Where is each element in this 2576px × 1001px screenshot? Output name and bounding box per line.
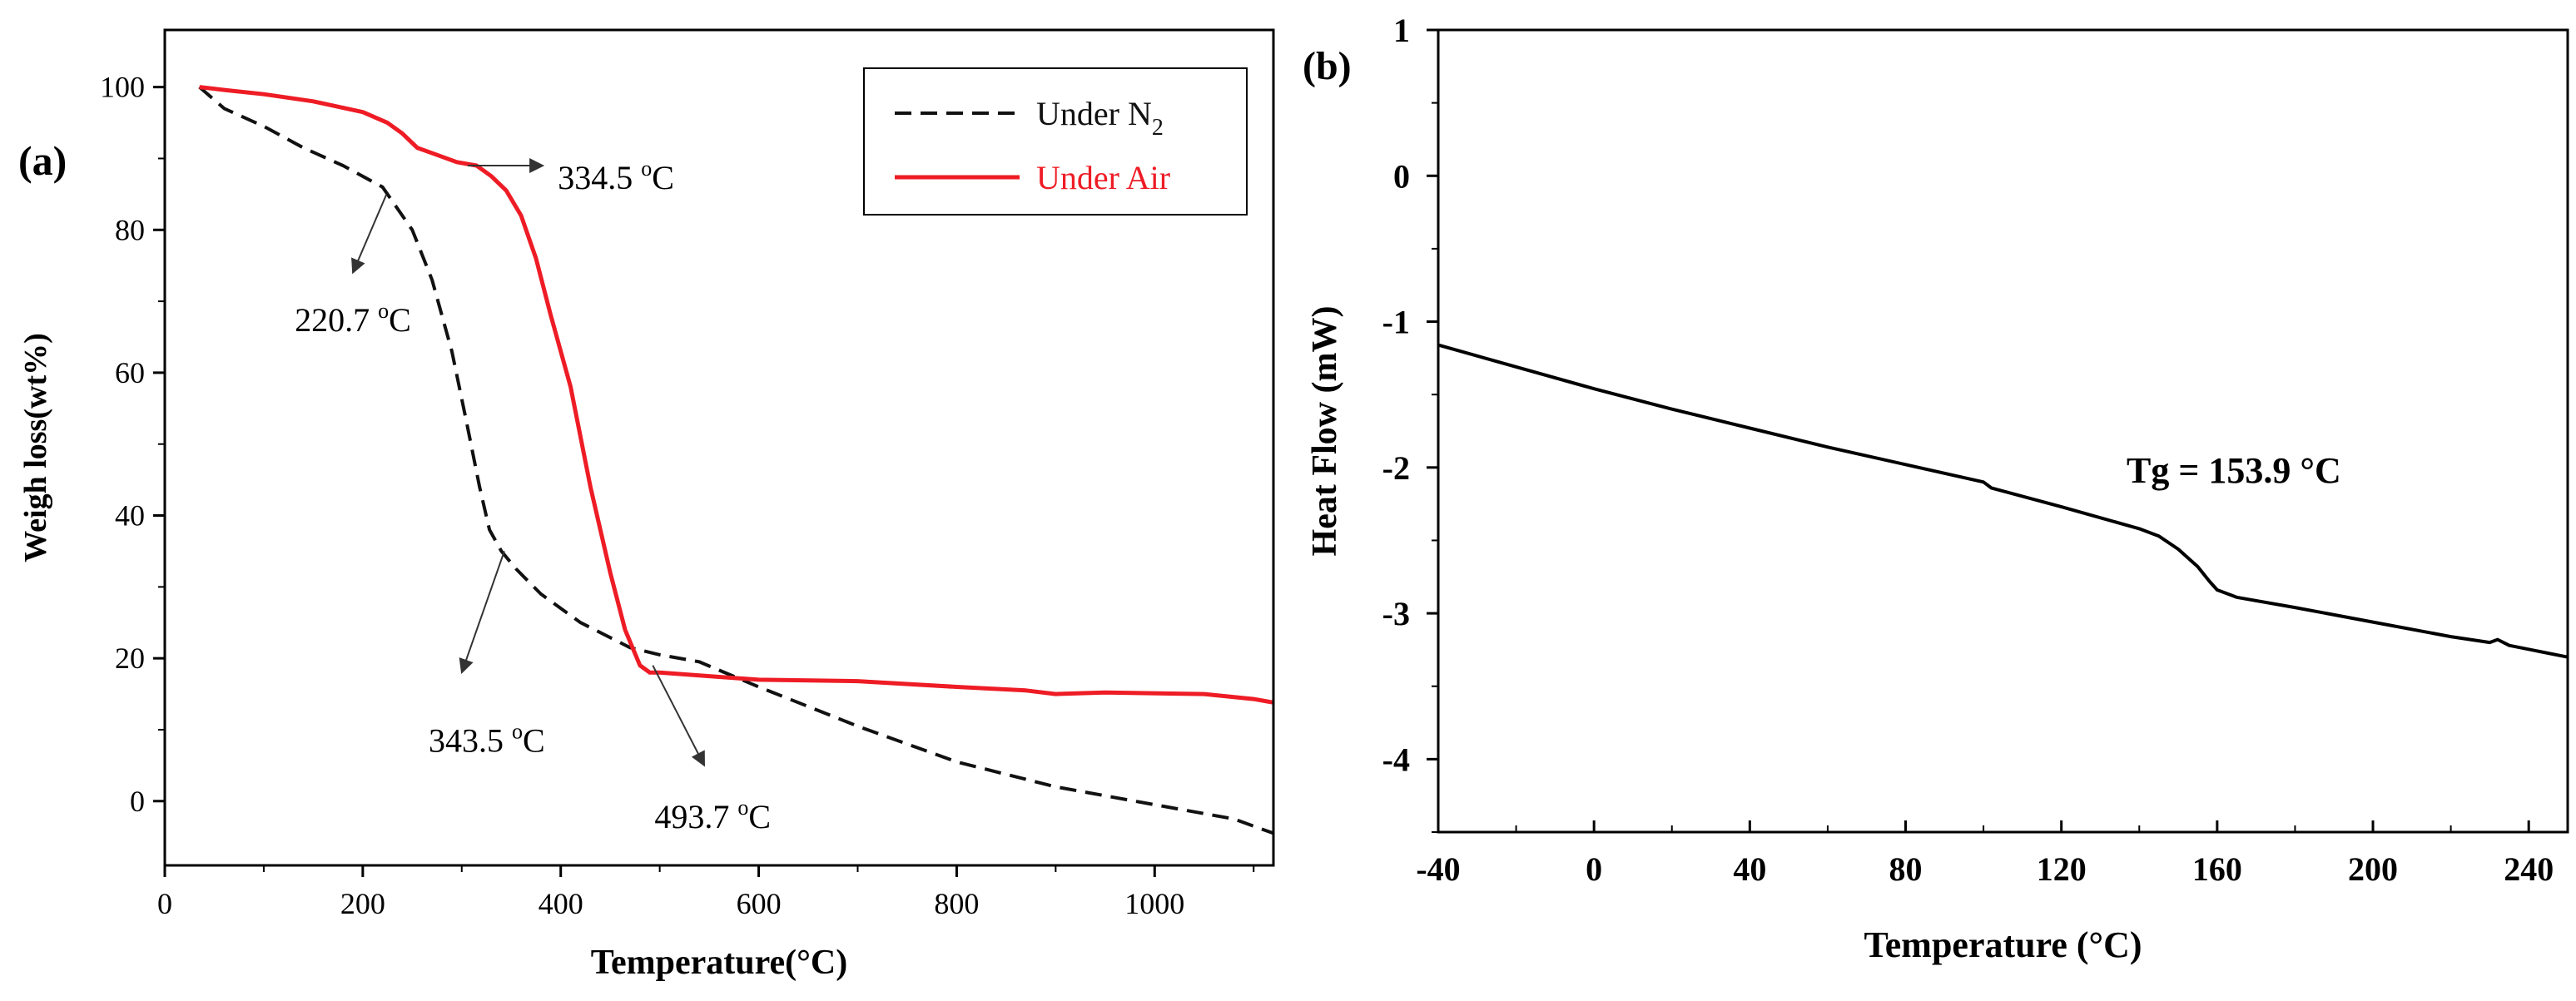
panel-a-x-tick-label: 1000 bbox=[1124, 887, 1184, 920]
panel-a-annotation-arrow bbox=[459, 551, 505, 675]
panel-a-chart: (a) 334.5 oC 220.7 oC 343.5 oC 493.7 oC 0 20… bbox=[18, 28, 1275, 982]
panel-a-annotation-label: 343.5 oC bbox=[429, 719, 545, 759]
panel-b-x-tick-label: 0 bbox=[1586, 850, 1602, 888]
panel-a-y-tick-label: 0 bbox=[130, 785, 145, 818]
legend-box bbox=[863, 67, 1248, 216]
panel-a-x-tick-label: 800 bbox=[934, 887, 979, 920]
panel-a-annotation-arrow bbox=[652, 665, 706, 767]
panel-b-y-tick-label: -3 bbox=[1382, 595, 1410, 632]
panel-a-y-tick-label: 60 bbox=[115, 356, 145, 389]
panel-a-annotation-label: 220.7 oC bbox=[295, 299, 411, 339]
panel-b-y-tick-label: 1 bbox=[1393, 12, 1410, 49]
panel-a-x-axis-label: Temperature(°C) bbox=[591, 944, 847, 982]
panel-b-x-tick-label: 120 bbox=[2037, 850, 2087, 888]
panel-a-annotation-label: 334.5 oC bbox=[558, 156, 674, 196]
panel-a-x-tick-label: 200 bbox=[340, 887, 385, 920]
panel-b-x-tick-label: 80 bbox=[1889, 850, 1923, 888]
legend-entry-n2: Under N2 bbox=[1036, 95, 1164, 141]
panel-b-x-axis-label: Temperature (°C) bbox=[1864, 924, 2142, 965]
panel-a-y-axis-label: Weigh loss(wt%) bbox=[18, 333, 53, 562]
panel-a-annotation-arrow bbox=[351, 193, 388, 275]
panel-b-x-tick-label: 200 bbox=[2348, 850, 2398, 888]
panel-a-y-tick-label: 100 bbox=[100, 71, 145, 104]
panel-b-x-tick-label: -40 bbox=[1416, 850, 1460, 888]
panel-b-x-tick-label: 160 bbox=[2192, 850, 2242, 888]
panel-a-series-under-n2 bbox=[198, 86, 1274, 835]
panel-b-plot-frame bbox=[1437, 28, 2569, 834]
panel-b-series-dsc bbox=[1437, 343, 2569, 659]
panel-a-plot-frame bbox=[163, 28, 1275, 867]
panel-a-y-tick-label: 20 bbox=[115, 642, 145, 675]
panel-a-annotation-label: 493.7 oC bbox=[654, 795, 771, 835]
panel-a-label: (a) bbox=[18, 137, 67, 184]
panel-b-y-tick-label: -2 bbox=[1382, 449, 1410, 487]
panel-a-y-tick-label: 80 bbox=[115, 213, 145, 246]
panel-b-y-tick-label: -1 bbox=[1382, 304, 1410, 341]
panel-b-y-tick-label: 0 bbox=[1393, 157, 1410, 195]
legend-entry-air: Under Air bbox=[1036, 159, 1170, 196]
panel-a-x-tick-label: 600 bbox=[737, 887, 782, 920]
panel-b-x-tick-label: 40 bbox=[1733, 850, 1766, 888]
panel-a-series-under-air bbox=[199, 85, 1274, 705]
panel-b-x-tick-label: 240 bbox=[2504, 850, 2554, 888]
panel-b-y-axis-label: Heat Flow (mW) bbox=[1306, 306, 1344, 557]
panel-a-x-tick-label: 0 bbox=[157, 887, 172, 920]
panel-b-label: (b) bbox=[1303, 44, 1352, 88]
panel-a-y-tick-label: 40 bbox=[115, 499, 145, 533]
panel-b-tg-annotation: Tg = 153.9 °C bbox=[2127, 450, 2341, 491]
panel-b-y-tick-label: -4 bbox=[1382, 741, 1410, 778]
panel-b-chart: (b) -40 0 40 80 120 160 200 240 -4 -3 -2 -1 0 1 Temp… bbox=[1303, 12, 2569, 965]
panel-a-legend: Under N2 Under Air bbox=[863, 67, 1248, 216]
panel-a-x-tick-label: 400 bbox=[539, 887, 583, 920]
